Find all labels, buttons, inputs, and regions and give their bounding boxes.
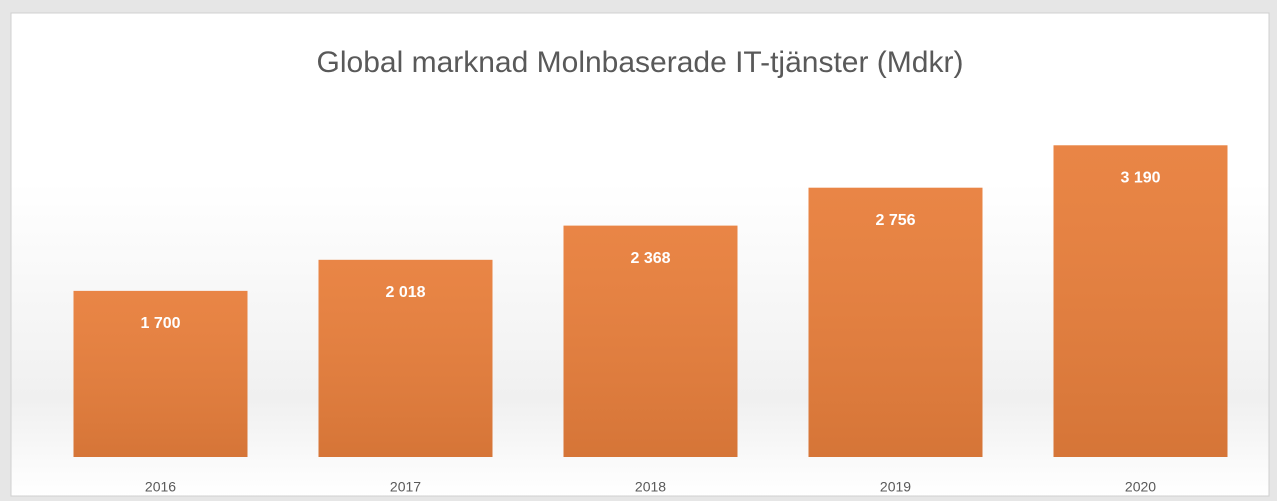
data-label: 1 700 <box>140 315 180 332</box>
data-label: 2 018 <box>385 284 425 301</box>
x-tick-label: 2020 <box>1125 479 1156 495</box>
bar-shade <box>1053 145 1228 457</box>
bar-shade <box>318 259 493 457</box>
x-tick-label: 2018 <box>635 479 666 495</box>
data-label: 2 756 <box>875 212 915 229</box>
bar-shade <box>563 225 738 457</box>
x-tick-label: 2016 <box>145 479 176 495</box>
bar-shade <box>73 290 248 457</box>
data-label: 2 368 <box>630 250 670 267</box>
x-tick-label: 2017 <box>390 479 421 495</box>
chart-title: Global marknad Molnbaserade IT-tjänster … <box>317 46 964 79</box>
x-tick-label: 2019 <box>880 479 911 495</box>
bar-shade <box>808 187 983 457</box>
data-label: 3 190 <box>1120 170 1160 187</box>
